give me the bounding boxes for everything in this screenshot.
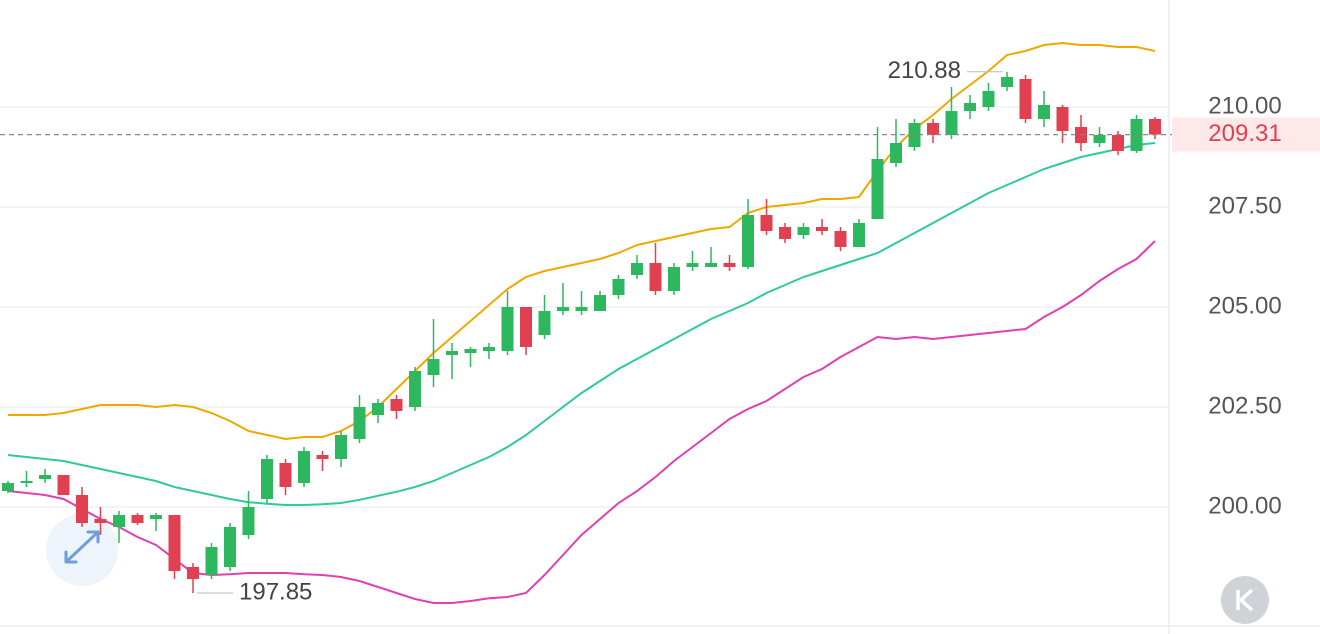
candle-body [76,495,88,523]
candle-body [94,519,107,523]
candle-body [335,435,347,459]
band-line [7,142,1156,506]
candle-body [187,567,199,579]
candle-body [982,91,995,107]
candle-body [594,295,606,311]
candle-body [612,279,625,295]
candle-body [908,123,921,147]
candle-body [742,215,754,267]
candle-body [168,515,181,571]
candle-body [501,307,514,351]
band-line [8,41,1156,441]
band-line [7,240,1156,604]
y-tick-label: 210.00 [1208,92,1281,119]
low-label: 197.85 [239,578,312,605]
candle-body [57,475,70,495]
y-tick-label: 205.00 [1208,292,1281,319]
candle-body [779,227,791,239]
k-button[interactable] [1221,576,1269,624]
candle-body [631,263,643,275]
bands [7,41,1156,604]
candle-body [834,231,847,247]
candle-body [1001,77,1013,87]
candle-body [2,483,14,491]
candle-body [298,451,310,483]
candle-body [686,263,699,267]
candle-body [890,143,902,163]
candle-body [427,359,440,375]
candle-body [205,547,218,575]
y-tick-label: 207.50 [1208,192,1281,219]
candle-body [279,463,292,487]
candle-body [927,123,939,135]
candle-body [113,515,125,527]
last-price-bg [1172,117,1320,152]
candle-body [797,227,810,235]
last-price-label: 209.31 [1208,120,1281,147]
candle-body [816,227,828,231]
candle-body [575,307,588,311]
candle-body [464,349,477,353]
k-icon [1236,588,1254,612]
labels: 200.00 202.50 205.00 207.50 210.00 210.88 197.… [0,57,1320,605]
k-bg [1221,576,1269,624]
candle-body [483,347,495,351]
candle-body [853,223,865,247]
candle-body [316,455,329,459]
candle-body [1112,135,1124,151]
expand-icon [64,530,100,564]
candle-body [390,399,403,411]
candle-body [760,215,773,231]
candle-body [242,507,255,535]
candle-body [1056,107,1069,131]
candle-body [409,371,421,407]
candle-body [353,407,366,439]
candle-body [20,481,33,483]
candle-body [446,351,458,355]
candles [2,71,1161,593]
candle-body [538,311,551,335]
candle-body [1038,105,1050,119]
candle-body [668,267,680,291]
candle-body [1019,79,1032,119]
candle-body [1093,135,1106,143]
candle-body [261,459,273,499]
candle-body [649,263,662,291]
candle-body [705,263,717,267]
candle-body [372,403,384,415]
candle-body [224,527,236,567]
candle-body [557,307,569,311]
high-label: 210.88 [888,57,961,84]
y-tick-label: 200.00 [1208,492,1281,519]
candle-body [871,159,884,219]
candle-body [723,263,736,267]
candle-body [945,111,958,135]
candle-body [39,475,51,479]
y-tick-label: 202.50 [1208,392,1281,419]
candle-body [964,103,976,111]
candle-body [1149,119,1161,135]
candle-body [131,515,144,523]
candle-body [150,515,162,519]
candle-body [520,307,532,347]
